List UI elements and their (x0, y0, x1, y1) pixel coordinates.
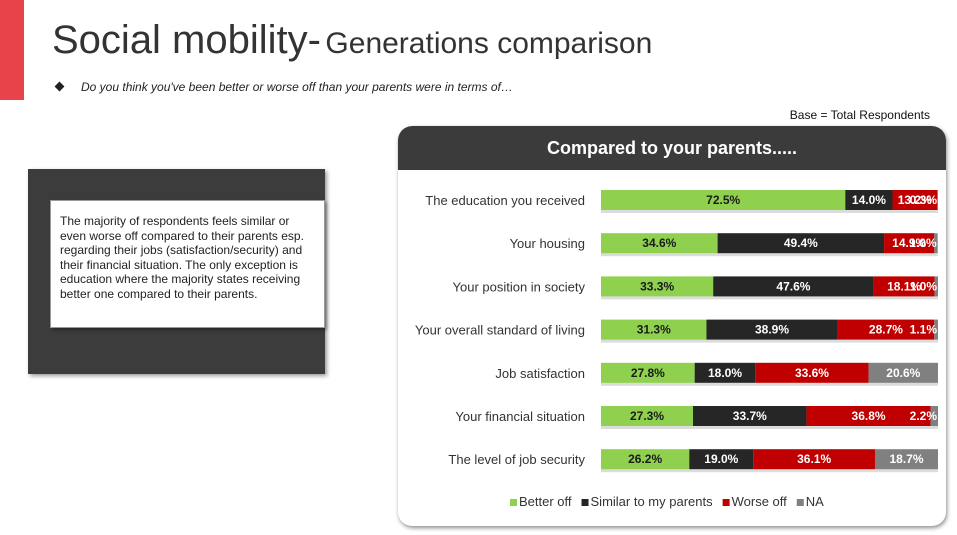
base-note: Base = Total Respondents (789, 108, 930, 122)
bar-segment (601, 190, 846, 210)
data-label: 1.0% (909, 236, 937, 250)
bar-segment (934, 276, 938, 297)
question-text: Do you think you've been better or worse… (81, 80, 513, 94)
data-label: 1.1% (910, 323, 938, 337)
data-label: 26.2% (628, 452, 662, 466)
data-label: 27.3% (630, 409, 664, 423)
data-label: 33.6% (795, 366, 829, 380)
legend-label: Worse off (732, 494, 788, 509)
question-line: Do you think you've been better or worse… (54, 80, 513, 94)
bar-segment (934, 319, 938, 340)
bar-segment (755, 362, 869, 383)
data-label: 38.9% (755, 323, 789, 337)
chart-title: Compared to your parents..... (546, 138, 798, 158)
data-label: 19.0% (704, 452, 738, 466)
chart-card: Compared to your parents..... The educat… (398, 126, 946, 526)
data-label: 72.5% (706, 193, 740, 207)
legend-label: Better off (519, 494, 572, 509)
data-label: 36.8% (852, 409, 886, 423)
legend-swatch (722, 499, 730, 506)
legend-label: NA (806, 494, 824, 509)
data-label: 28.7% (869, 323, 903, 337)
data-label: 14.9% (892, 236, 926, 250)
bar-segment (934, 233, 938, 254)
category-label: The education you received (425, 193, 585, 208)
bar-segment (753, 449, 875, 470)
note-box: The majority of respondents feels simila… (50, 200, 325, 328)
category-label: Job satisfaction (495, 366, 585, 381)
bar-segment (717, 233, 885, 254)
category-label: The level of job security (448, 452, 585, 467)
page-title: Social mobility- Generations comparison (52, 18, 652, 63)
diamond-bullet-icon (54, 81, 65, 92)
data-label: 13.2% (898, 193, 932, 207)
bar-segment (892, 190, 937, 210)
bar-segment (884, 233, 935, 254)
data-label: 31.3% (637, 323, 671, 337)
data-label: 0.3% (910, 193, 938, 207)
bar-segment (874, 449, 938, 470)
bar-segment (837, 319, 935, 340)
legend-swatch (796, 499, 804, 506)
bar-segment (713, 276, 874, 297)
bar-segment (936, 190, 938, 210)
category-label: Your financial situation (455, 409, 585, 424)
accent-bar (0, 0, 24, 100)
bar-segment (601, 319, 707, 340)
bar-segment (930, 406, 938, 426)
legend-swatch (510, 499, 517, 506)
title-sub: Generations comparison (325, 27, 653, 60)
data-label: 36.1% (797, 452, 831, 466)
bar-segment (694, 362, 756, 383)
data-label: 14.0% (852, 193, 886, 207)
bar-segment (601, 362, 695, 383)
bar-segment (601, 406, 694, 426)
category-label: Your position in society (453, 279, 586, 294)
bar-segment (689, 449, 754, 470)
bar-segment (693, 406, 807, 426)
data-label: 18.7% (889, 452, 923, 466)
data-label: 2.2% (910, 409, 938, 423)
title-main: Social mobility- (52, 18, 321, 62)
bar-segment (873, 276, 935, 297)
data-label: 1.0% (910, 279, 938, 293)
category-label: Your housing (510, 236, 585, 251)
bar-segment (601, 449, 690, 470)
chart-header (398, 126, 946, 170)
data-label: 49.4% (784, 236, 818, 250)
bar-segment (601, 233, 718, 254)
bar-segment (706, 319, 838, 340)
data-label: 18.0% (708, 366, 742, 380)
data-label: 18.1% (887, 279, 921, 293)
bar-segment (601, 276, 714, 297)
data-label: 33.7% (733, 409, 767, 423)
data-label: 34.6% (642, 236, 676, 250)
stacked-bar-chart: The education you received 72.5% 14.0% 13.2… (415, 190, 938, 509)
data-label: 47.6% (776, 279, 810, 293)
data-label: 27.8% (631, 366, 665, 380)
bar-segment (806, 406, 931, 426)
legend-swatch (581, 499, 589, 506)
category-label: Your overall standard of living (415, 323, 585, 338)
legend-label: Similar to my parents (591, 494, 714, 509)
bar-segment (845, 190, 893, 210)
data-label: 20.6% (886, 366, 920, 380)
bar-segment (868, 362, 938, 383)
data-label: 33.3% (640, 279, 674, 293)
